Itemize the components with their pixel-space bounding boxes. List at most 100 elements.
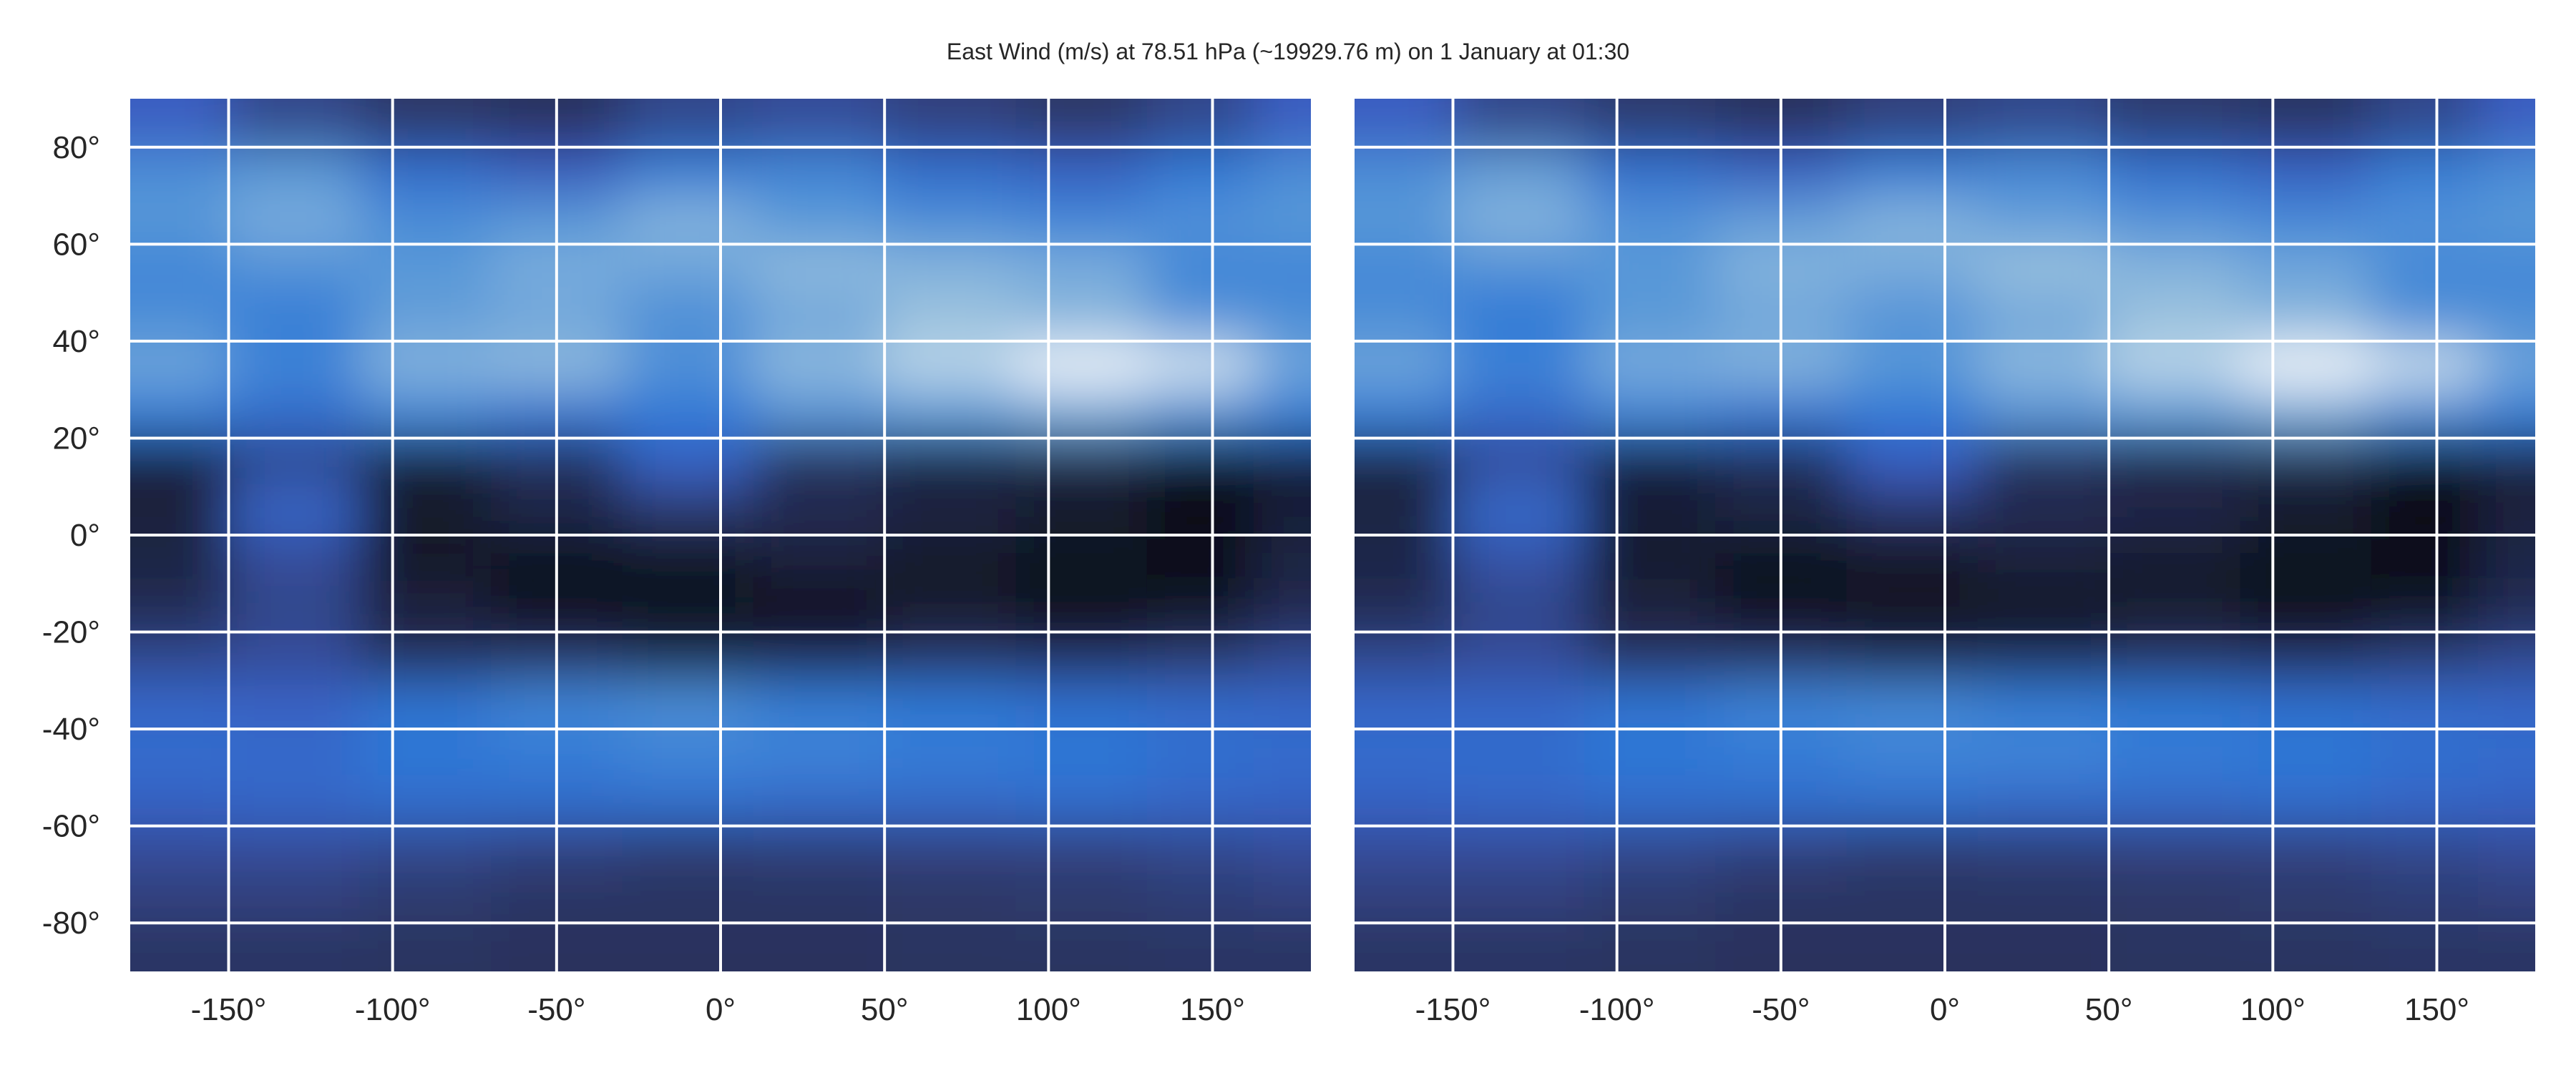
heatmap-cell [1015,777,1148,827]
heatmap-cell [1453,923,1585,971]
heatmap-cell [1146,438,1254,488]
heatmap-cell [2371,825,2479,876]
heatmap-cell [1584,632,1717,682]
heatmap-cell [1977,729,2110,778]
heatmap-cell [622,244,754,294]
heatmap-cell [1584,293,1717,342]
heatmap-cell [1453,777,1585,827]
heatmap-cell [1146,535,1254,584]
heatmap-cell [1977,244,2110,294]
heatmap-cell [622,825,754,876]
heatmap-cell [130,195,230,245]
heatmap-cell [753,825,886,876]
heatmap-cell [753,438,886,488]
heatmap-cell [753,99,886,148]
heatmap-cell [1453,438,1585,488]
heatmap-cell [753,680,886,730]
x-tick-label: -50° [527,992,585,1027]
heatmap-cell [2371,389,2479,439]
heatmap-cell [228,195,361,245]
heatmap-cell [1584,244,1717,294]
x-tick-label: 150° [1180,992,1245,1027]
heatmap-cell [2371,293,2479,342]
heatmap-cell [2109,389,2241,439]
heatmap-cell [1977,874,2110,924]
heatmap-cell [2371,923,2479,971]
heatmap-cell [884,535,1017,584]
heatmap-cell [359,874,492,924]
heatmap-cell [753,244,886,294]
heatmap-cell [359,632,492,682]
heatmap-cell [2240,438,2372,488]
heatmap-cells [1355,99,2535,971]
x-tick-label: -100° [355,992,431,1027]
heatmap-cell [753,486,886,536]
heatmap-cell [753,389,886,439]
heatmap-cell [2240,874,2372,924]
heatmap-cell [1846,632,1979,682]
heatmap-cell [1584,535,1717,584]
heatmap-panel-left [130,99,1311,971]
heatmap-cell [1253,486,1311,536]
heatmap-cell [884,195,1017,245]
heatmap-cell [1977,777,2110,827]
heatmap-cell [2109,195,2241,245]
heatmap-cell [1584,825,1717,876]
heatmap-cell [1146,825,1254,876]
heatmap-cell [884,729,1017,778]
heatmap-cell [1253,680,1311,730]
heatmap-cell [2477,195,2535,245]
y-tick-label: 0° [70,518,100,553]
heatmap-cell [622,777,754,827]
heatmap-cell [228,244,361,294]
heatmap-cell [1355,632,1454,682]
heatmap-cell [1355,340,1454,391]
heatmap-cell [1584,777,1717,827]
heatmap-cell [1146,340,1254,391]
heatmap-cell [2240,389,2372,439]
heatmap-cell [228,293,361,342]
heatmap-cell [130,340,230,391]
heatmap-cell [1253,729,1311,778]
heatmap-cell [1015,340,1148,391]
heatmap-cell [359,340,492,391]
heatmap-cell [1253,389,1311,439]
heatmap-cell [2240,147,2372,197]
heatmap-cell [130,874,230,924]
heatmap-cell [2240,923,2372,971]
heatmap-cell [2109,340,2241,391]
heatmap-cell [2109,486,2241,536]
heatmap-cell [622,389,754,439]
heatmap-cells [130,99,1311,971]
heatmap-cell [1355,680,1454,730]
heatmap-cell [1846,438,1979,488]
heatmap-cell [2371,244,2479,294]
x-tick-label: -150° [191,992,267,1027]
heatmap-cell [359,729,492,778]
heatmap-cell [884,632,1017,682]
heatmap-cell [130,293,230,342]
heatmap-cell [1146,244,1254,294]
heatmap-cell [1453,535,1585,584]
heatmap-cell [1584,195,1717,245]
heatmap-cell [1355,777,1454,827]
x-tick-label: 0° [1930,992,1960,1027]
heatmap-cell [1015,729,1148,778]
heatmap-cell [1977,486,2110,536]
heatmap-cell [2477,729,2535,778]
heatmap-cell [753,777,886,827]
heatmap-cell [130,825,230,876]
heatmap-cell [753,923,886,971]
heatmap-cell [1355,438,1454,488]
heatmap-cell [1453,244,1585,294]
heatmap-cell [1846,874,1979,924]
heatmap-cell [622,729,754,778]
heatmap-cell [1846,340,1979,391]
heatmap-cell [1977,680,2110,730]
x-tick-label: 100° [1016,992,1081,1027]
heatmap-cell [228,535,361,584]
heatmap-cell [2371,583,2479,633]
heatmap-cell [1977,389,2110,439]
heatmap-cell [1015,825,1148,876]
heatmap-cell [753,147,886,197]
